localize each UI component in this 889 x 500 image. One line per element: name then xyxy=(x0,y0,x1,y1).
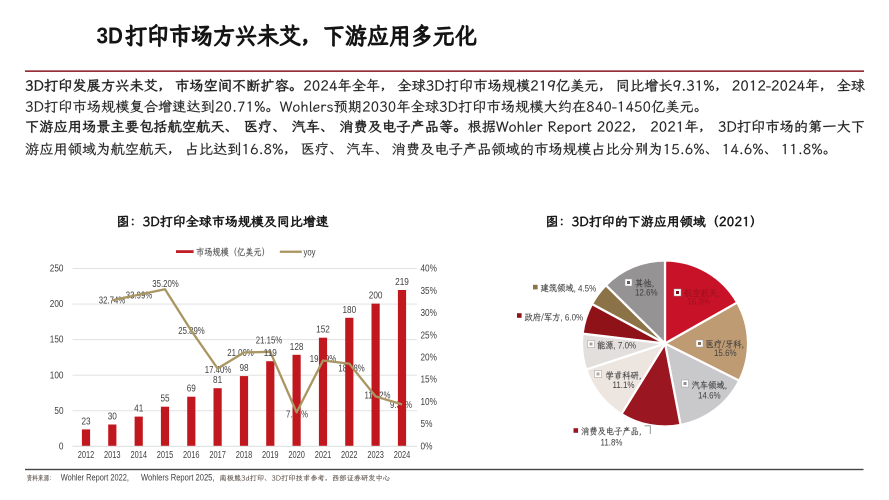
svg-text:55: 55 xyxy=(160,394,169,405)
svg-text:41: 41 xyxy=(134,404,143,415)
svg-text:35.20%: 35.20% xyxy=(152,279,179,290)
svg-text:219: 219 xyxy=(395,277,409,288)
svg-text:, 6.0%: , 6.0% xyxy=(561,313,584,324)
svg-text:35%: 35% xyxy=(421,286,437,297)
svg-text:15%: 15% xyxy=(421,375,437,386)
svg-text:119: 119 xyxy=(264,348,277,359)
svg-text:180: 180 xyxy=(342,305,356,316)
svg-text:0%: 0% xyxy=(421,441,433,452)
svg-text:98: 98 xyxy=(239,363,248,374)
svg-text:20%: 20% xyxy=(421,353,437,364)
svg-text:2012: 2012 xyxy=(78,450,95,461)
svg-text:, 7.0%: , 7.0% xyxy=(614,341,637,352)
svg-text:15.6%: 15.6% xyxy=(714,348,737,359)
svg-text:0: 0 xyxy=(59,441,64,452)
svg-text:Wohlers Report 2025,: Wohlers Report 2025, xyxy=(141,473,215,483)
svg-text:11.8%: 11.8% xyxy=(601,437,623,448)
svg-text:200: 200 xyxy=(50,299,64,310)
svg-text:Wohler Report 2022,: Wohler Report 2022, xyxy=(61,473,129,483)
svg-text:11.1%: 11.1% xyxy=(613,380,635,391)
svg-text:2021: 2021 xyxy=(315,450,332,461)
svg-text:250: 250 xyxy=(50,264,64,275)
svg-text:150: 150 xyxy=(50,335,64,346)
svg-text:2017: 2017 xyxy=(209,450,226,461)
svg-text:2016: 2016 xyxy=(183,450,200,461)
svg-text:33.99%: 33.99% xyxy=(126,291,153,302)
svg-text:200: 200 xyxy=(369,291,383,302)
svg-text:2022: 2022 xyxy=(341,450,358,461)
svg-text:40%: 40% xyxy=(421,264,437,275)
svg-text:10%: 10% xyxy=(421,397,437,408)
svg-text:2014: 2014 xyxy=(130,450,147,461)
svg-text:100: 100 xyxy=(50,370,64,381)
svg-text:2020: 2020 xyxy=(288,450,305,461)
svg-text:16.8%: 16.8% xyxy=(688,297,711,308)
svg-text:81: 81 xyxy=(213,375,222,386)
svg-text:3D: 3D xyxy=(97,23,124,49)
svg-text:12.6%: 12.6% xyxy=(635,288,658,299)
svg-text:21.15%: 21.15% xyxy=(256,336,283,347)
svg-text:2023: 2023 xyxy=(367,450,384,461)
svg-text:30: 30 xyxy=(108,412,117,423)
svg-text:128: 128 xyxy=(290,342,304,353)
svg-text:25%: 25% xyxy=(421,330,437,341)
svg-text:17.40%: 17.40% xyxy=(205,365,232,376)
svg-text:14.6%: 14.6% xyxy=(698,391,721,402)
svg-text:2015: 2015 xyxy=(157,450,174,461)
svg-text:2018: 2018 xyxy=(236,450,253,461)
svg-text:23: 23 xyxy=(81,416,90,427)
svg-text:2013: 2013 xyxy=(104,450,121,461)
svg-text:30%: 30% xyxy=(421,308,437,319)
svg-text:, 4.5%: , 4.5% xyxy=(574,283,597,294)
svg-text:2019: 2019 xyxy=(262,450,279,461)
svg-text:69: 69 xyxy=(187,384,196,395)
svg-text:5%: 5% xyxy=(421,419,433,430)
svg-text:yoy: yoy xyxy=(304,247,317,259)
svg-text:2024: 2024 xyxy=(394,450,411,461)
svg-text:152: 152 xyxy=(316,325,330,336)
svg-text:50: 50 xyxy=(54,406,63,417)
svg-text:32.74%: 32.74% xyxy=(99,296,126,307)
